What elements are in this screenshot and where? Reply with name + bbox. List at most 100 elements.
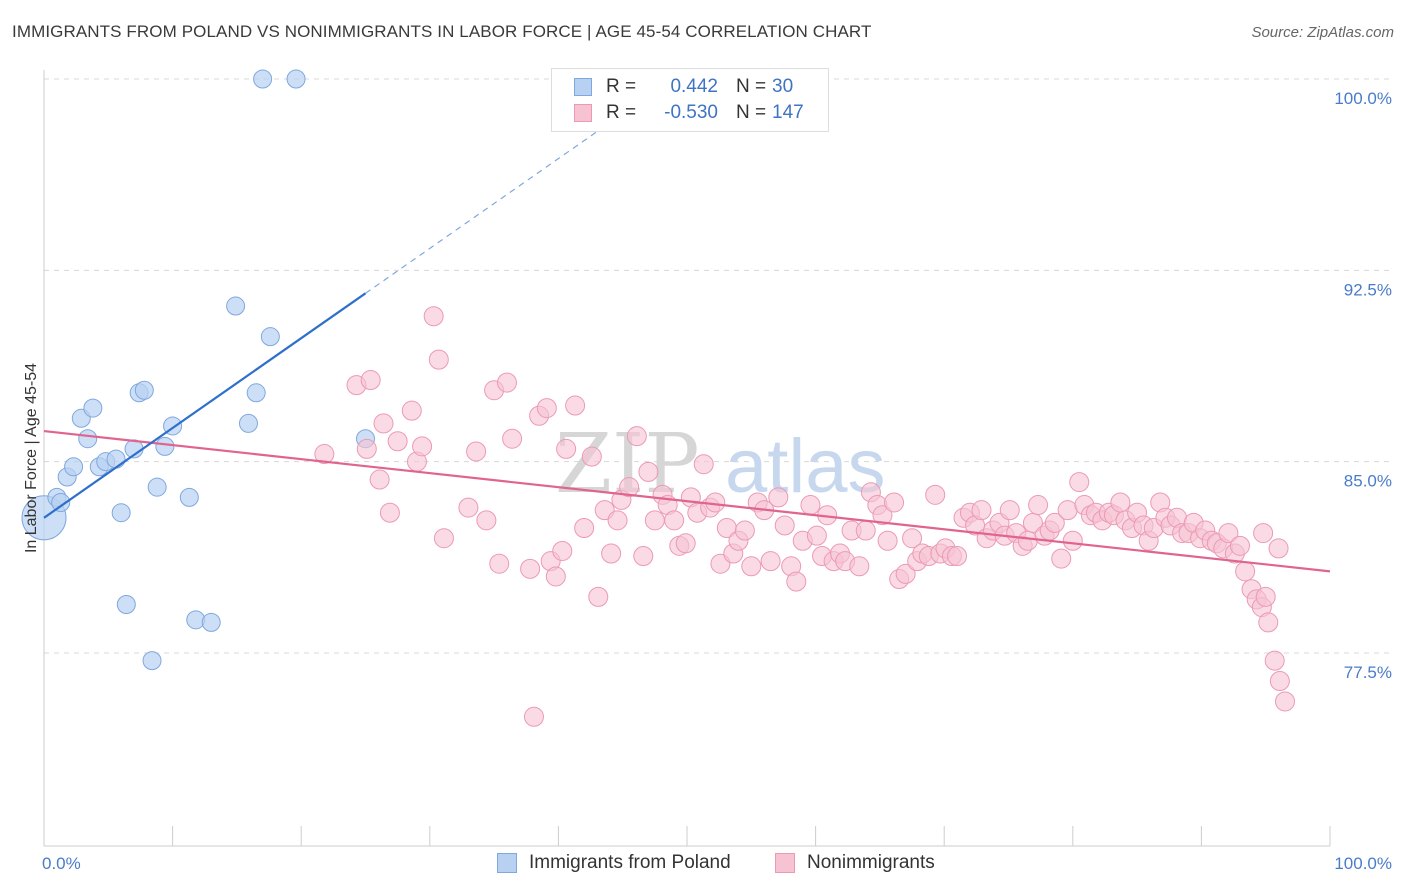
n-value: 147 [772, 102, 804, 123]
data-point-nonimmigrants [1044, 512, 1065, 533]
legend-swatch-pink [775, 853, 795, 873]
y-tick-label: 92.5% [1344, 280, 1392, 299]
data-point-nonimmigrants [693, 454, 714, 475]
data-point-immigrants [238, 413, 258, 433]
data-point-nonimmigrants [379, 502, 400, 523]
data-point-nonimmigrants [786, 571, 807, 592]
trend-line-immigrants [43, 292, 367, 519]
data-point-nonimmigrants [1069, 472, 1090, 493]
data-point-immigrants [226, 296, 246, 316]
trend-lines [43, 113, 1331, 573]
data-point-nonimmigrants [638, 461, 659, 482]
data-point-nonimmigrants [741, 556, 762, 577]
data-point-nonimmigrants [1235, 561, 1256, 582]
data-point-nonimmigrants [1274, 691, 1295, 712]
data-point-nonimmigrants [633, 546, 654, 567]
data-point-nonimmigrants [734, 520, 755, 541]
data-point-nonimmigrants [556, 438, 577, 459]
r-value: 0.442 [670, 76, 718, 97]
data-point-nonimmigrants [520, 558, 541, 579]
data-point-nonimmigrants [466, 441, 487, 462]
legend-item-immigrants: Immigrants from Poland [497, 852, 731, 874]
data-point-nonimmigrants [1028, 495, 1049, 516]
data-point-immigrants [253, 69, 273, 89]
data-point-nonimmigrants [523, 706, 544, 727]
data-point-nonimmigrants [774, 515, 795, 536]
chart-title: IMMIGRANTS FROM POLAND VS NONIMMIGRANTS … [12, 22, 872, 41]
stats-legend: R = 0.442 N = 30 R = -0.530 N = 147 [551, 68, 829, 132]
data-point-nonimmigrants [1057, 500, 1078, 521]
data-point-nonimmigrants [768, 487, 789, 508]
x-tick-label-max: 100.0% [1334, 854, 1392, 873]
data-point-nonimmigrants [496, 372, 517, 393]
data-point-nonimmigrants [644, 510, 665, 531]
data-point-immigrants [147, 477, 167, 497]
data-point-immigrants [116, 595, 136, 615]
data-point-nonimmigrants [1258, 612, 1279, 633]
data-point-immigrants [246, 383, 266, 403]
data-point-nonimmigrants [387, 431, 408, 452]
data-point-nonimmigrants [428, 349, 449, 370]
data-point-nonimmigrants [675, 533, 696, 554]
data-point-nonimmigrants [855, 520, 876, 541]
stats-row-nonimmigrants: R = -0.530 N = 147 [574, 100, 804, 126]
data-point-immigrants [134, 380, 154, 400]
data-point-nonimmigrants [412, 436, 433, 457]
legend-label-nonimmigrants: Nonimmigrants [807, 852, 935, 873]
data-point-nonimmigrants [369, 469, 390, 490]
data-point-nonimmigrants [601, 543, 622, 564]
legend-item-nonimmigrants: Nonimmigrants [775, 852, 935, 874]
source-label: Source: ZipAtlas.com [1251, 24, 1394, 41]
data-point-nonimmigrants [574, 517, 595, 538]
trend-line-immigrants-extension [365, 113, 624, 294]
data-point-nonimmigrants [1062, 530, 1083, 551]
y-tick-label: 77.5% [1344, 663, 1392, 682]
data-point-nonimmigrants [884, 492, 905, 513]
data-point-nonimmigrants [1051, 548, 1072, 569]
data-point-nonimmigrants [999, 500, 1020, 521]
data-point-immigrants [83, 398, 103, 418]
n-label: N = [736, 76, 767, 97]
series-legend: Immigrants from Poland Nonimmigrants [0, 852, 1406, 878]
legend-label-immigrants: Immigrants from Poland [529, 852, 731, 873]
data-point-nonimmigrants [536, 398, 557, 419]
n-value: 30 [772, 76, 794, 97]
data-point-immigrants [286, 69, 306, 89]
data-point-nonimmigrants [877, 530, 898, 551]
data-point-immigrants [260, 327, 280, 347]
data-point-nonimmigrants [356, 438, 377, 459]
data-point-nonimmigrants [565, 395, 586, 416]
data-point-immigrants [64, 457, 84, 477]
data-point-nonimmigrants [947, 546, 968, 567]
watermark-atlas: atlas [725, 424, 886, 509]
axis-labels: In Labor Force | Age 45-54 0.0% 100.0% 1… [23, 89, 1392, 873]
data-point-nonimmigrants [1110, 492, 1131, 513]
data-point-immigrants [78, 429, 98, 449]
data-point-nonimmigrants [925, 484, 946, 505]
data-point-nonimmigrants [552, 540, 573, 561]
data-point-nonimmigrants [626, 426, 647, 447]
data-point-immigrants [179, 487, 199, 507]
data-point-nonimmigrants [489, 553, 510, 574]
y-axis-label: In Labor Force | Age 45-54 [23, 363, 40, 553]
data-point-nonimmigrants [1269, 671, 1290, 692]
legend-swatch-blue [574, 78, 592, 96]
legend-swatch-blue [497, 853, 517, 873]
data-point-nonimmigrants [849, 556, 870, 577]
data-point-nonimmigrants [1264, 650, 1285, 671]
data-point-nonimmigrants [872, 505, 893, 526]
data-point-nonimmigrants [545, 566, 566, 587]
r-label: R = [606, 76, 637, 97]
data-point-nonimmigrants [760, 551, 781, 572]
data-point-nonimmigrants [895, 563, 916, 584]
data-point-nonimmigrants [664, 510, 685, 531]
data-point-nonimmigrants [1218, 523, 1239, 544]
trend-line-nonimmigrants [43, 429, 1331, 573]
data-point-nonimmigrants [902, 528, 923, 549]
y-tick-label: 85.0% [1344, 472, 1392, 491]
data-point-nonimmigrants [502, 428, 523, 449]
data-point-nonimmigrants [1229, 535, 1250, 556]
data-point-nonimmigrants [1255, 586, 1276, 607]
data-point-nonimmigrants [1017, 530, 1038, 551]
